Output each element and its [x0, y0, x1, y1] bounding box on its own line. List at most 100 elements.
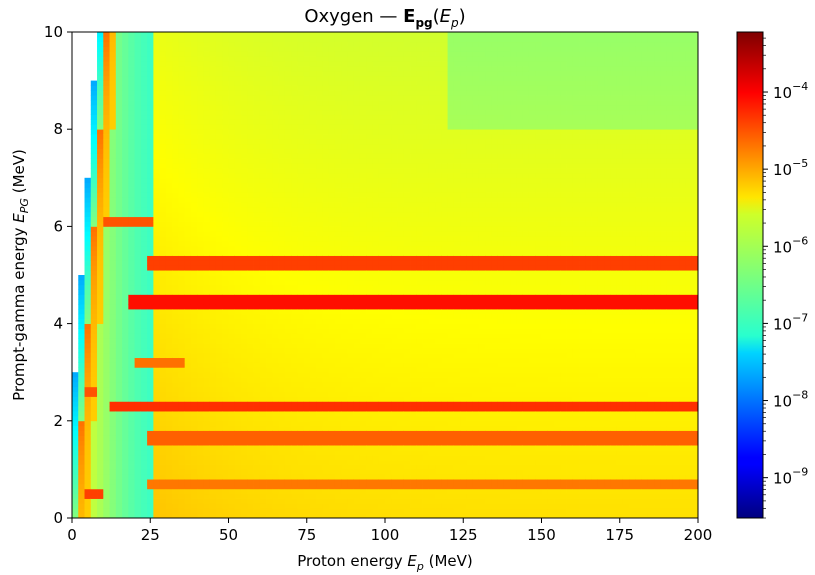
heatmap-cell	[190, 440, 198, 446]
heatmap-cell	[316, 138, 323, 145]
heatmap-cell	[291, 245, 298, 252]
heatmap-cell	[378, 513, 386, 518]
heatmap-cell	[97, 464, 104, 470]
heatmap-cell	[209, 435, 217, 441]
heatmap-cell	[172, 221, 179, 227]
heatmap-cell	[140, 289, 148, 295]
heatmap-cell	[228, 309, 236, 315]
heatmap-cell	[134, 197, 142, 203]
heatmap-cell	[197, 415, 204, 422]
heatmap-cell	[165, 459, 173, 465]
heatmap-cell	[341, 85, 348, 91]
heatmap-cell	[378, 503, 386, 509]
heatmap-cell	[291, 51, 298, 57]
heatmap-cell	[222, 401, 229, 407]
heatmap-cell	[184, 425, 192, 431]
heatmap-cell	[84, 333, 92, 339]
heatmap-cell	[165, 425, 173, 431]
heatmap-cell	[253, 294, 261, 300]
heatmap-cell	[153, 352, 161, 359]
heatmap-cell	[284, 104, 292, 111]
heatmap-cell	[178, 459, 186, 465]
heatmap-cell	[366, 313, 373, 320]
heatmap-cell	[140, 119, 148, 125]
heatmap-cell	[385, 352, 392, 359]
heatmap-cell	[241, 41, 248, 47]
heatmap-cell	[153, 216, 161, 222]
heatmap-cell	[303, 284, 311, 290]
heatmap-cell	[228, 294, 236, 300]
heatmap-cell	[147, 211, 154, 218]
heatmap-cell	[347, 148, 355, 154]
heatmap-cell	[272, 124, 279, 130]
heatmap-cell	[153, 440, 161, 446]
heatmap-cell	[291, 362, 298, 368]
heatmap-cell	[284, 202, 292, 208]
heatmap-cell	[372, 420, 380, 427]
heatmap-cell	[159, 464, 167, 470]
heatmap-cell	[197, 236, 204, 242]
heatmap-cell	[178, 279, 186, 286]
heatmap-cell	[297, 187, 305, 193]
heatmap-cell	[347, 299, 355, 305]
heatmap-cell	[309, 129, 317, 135]
heatmap-cell	[353, 469, 361, 475]
heatmap-cell	[259, 46, 267, 52]
heatmap-cell	[247, 260, 254, 266]
heatmap-cell	[297, 216, 305, 222]
heatmap-cell	[241, 129, 248, 135]
heatmap-cell	[215, 182, 223, 188]
heatmap-cell	[172, 420, 179, 427]
heatmap-cell	[391, 508, 398, 514]
heatmap-cell	[128, 226, 135, 232]
heatmap-cell	[234, 90, 242, 96]
heatmap-cell	[203, 177, 211, 184]
heatmap-cell	[78, 377, 85, 383]
heatmap-cell	[334, 299, 342, 305]
heatmap-cell	[241, 51, 248, 57]
heatmap-cell	[197, 240, 204, 247]
heatmap-cell	[84, 309, 92, 315]
heatmap-cell	[322, 323, 330, 329]
heatmap-cell	[215, 498, 223, 504]
heatmap-cell	[103, 163, 110, 169]
heatmap-cell	[103, 333, 110, 339]
heatmap-cell	[391, 488, 398, 495]
heatmap-cell	[115, 304, 123, 310]
heatmap-cell	[103, 41, 110, 47]
heatmap-cell	[247, 104, 254, 111]
heatmap-cell	[253, 454, 261, 461]
heatmap-cell	[134, 265, 142, 271]
heatmap-cell	[109, 284, 117, 290]
heatmap-cell	[234, 192, 242, 198]
heatmap-cell	[303, 143, 311, 150]
heatmap-cell	[259, 109, 267, 116]
heatmap-cell	[341, 51, 348, 57]
heatmap-cell	[90, 391, 98, 397]
heatmap-cell	[347, 513, 355, 518]
heatmap-cell	[178, 488, 186, 495]
heatmap-cell	[72, 391, 79, 397]
heatmap-cell	[328, 309, 336, 315]
heatmap-cell	[247, 129, 254, 135]
heatmap-cell	[109, 70, 117, 77]
heatmap-cell	[203, 61, 211, 67]
heatmap-cell	[253, 240, 261, 247]
heatmap-cell	[253, 158, 261, 164]
heatmap-cell	[197, 318, 204, 324]
heatmap-cell	[309, 41, 317, 47]
heatmap-cell	[266, 109, 273, 116]
heatmap-cell	[272, 386, 279, 393]
heatmap-cell	[253, 168, 261, 174]
heatmap-cell	[203, 85, 211, 91]
heatmap-cell	[215, 454, 223, 461]
heatmap-cell	[284, 95, 292, 101]
heatmap-cell	[90, 304, 98, 310]
heatmap-cell	[359, 240, 367, 247]
heatmap-cell	[84, 202, 92, 208]
heatmap-cell	[366, 61, 373, 67]
heatmap-cell	[128, 221, 135, 227]
heatmap-cell	[359, 75, 367, 81]
heatmap-cell	[178, 415, 186, 422]
heatmap-cell	[328, 80, 336, 86]
